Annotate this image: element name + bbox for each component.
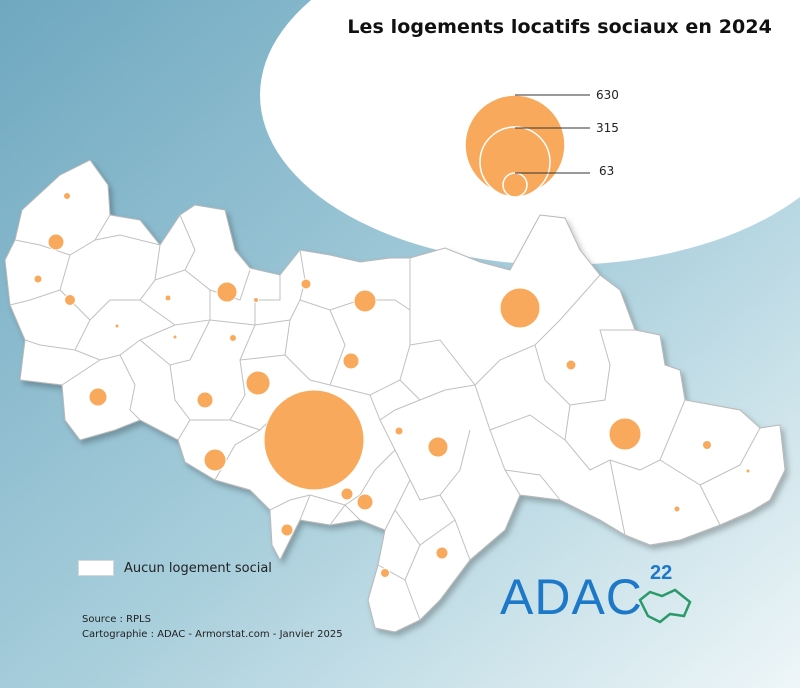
symbol (203, 448, 227, 472)
legend-no-social-housing-label: Aucun logement social (124, 560, 272, 576)
logo-mark (638, 588, 692, 624)
symbol (245, 370, 271, 396)
size-legend (464, 94, 590, 198)
symbol (745, 468, 751, 474)
symbol (33, 274, 43, 284)
source-block: Source : RPLS Cartographie : ADAC - Armo… (82, 612, 343, 642)
symbol (342, 352, 360, 370)
logo-text: ADAC (500, 569, 643, 625)
symbol (88, 387, 108, 407)
proportional-symbols (33, 192, 751, 578)
symbol (356, 493, 374, 511)
symbol-main-town (263, 389, 365, 491)
legend-circle-63 (502, 172, 528, 198)
symbol (216, 281, 238, 303)
symbol (63, 192, 71, 200)
logo-superscript: 22 (650, 562, 673, 584)
symbol (435, 546, 449, 560)
symbol (427, 436, 449, 458)
symbol (64, 294, 76, 306)
symbol (280, 523, 294, 537)
symbol (253, 297, 259, 303)
legend-no-social-housing: Aucun logement social (78, 560, 272, 576)
symbol (196, 391, 214, 409)
symbol (172, 334, 178, 340)
legend-value-630: 630 (596, 88, 619, 102)
symbol (608, 417, 642, 451)
legend-value-63: 63 (599, 164, 615, 178)
symbol (565, 359, 577, 371)
symbol (394, 426, 404, 436)
symbol (673, 505, 681, 513)
symbol (114, 323, 120, 329)
symbol (164, 294, 172, 302)
symbol (702, 440, 712, 450)
source-text: Source : RPLS (82, 614, 151, 625)
legend-value-315: 315 (596, 121, 619, 135)
symbol (340, 487, 354, 501)
symbol (47, 233, 65, 251)
symbol (300, 278, 312, 290)
credits-text: Cartographie : ADAC - Armorstat.com - Ja… (82, 629, 343, 640)
map-title: Les logements locatifs sociaux en 2024 (347, 16, 772, 38)
adac-logo: ADAC 22 (500, 562, 710, 632)
symbol (353, 289, 377, 313)
symbol (499, 287, 541, 329)
symbol (380, 568, 390, 578)
legend-swatch-white (78, 560, 114, 576)
symbol (229, 334, 237, 342)
